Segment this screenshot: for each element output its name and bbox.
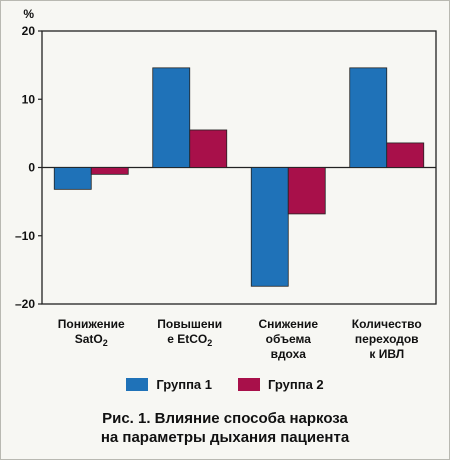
bar-series1-cat2 <box>152 67 191 168</box>
legend-label-group1: Группа 1 <box>156 376 212 392</box>
bar-series2-cat3 <box>287 167 326 215</box>
bar-chart: 20 10 0 –10 –20% Понижение SatO2 Повышени е EtCO… <box>15 7 437 361</box>
y-tick-label: 0 <box>28 161 35 175</box>
caption-line-2: на параметры дыхания пациента <box>100 429 350 446</box>
bar-series1-cat1 <box>53 167 92 190</box>
bar-series1-cat3 <box>250 167 289 287</box>
y-tick-label: –20 <box>15 297 35 311</box>
category-label-1: Понижение SatO2 <box>58 317 125 348</box>
legend: Группа 1 Группа 2 <box>0 374 450 394</box>
bar-series2-cat2 <box>189 129 228 168</box>
category-label-2: Повышени е EtCO2 <box>157 317 222 348</box>
legend-swatch-group2 <box>238 377 260 391</box>
bar-series2-cat4 <box>386 142 425 168</box>
y-tick-label: 20 <box>22 24 36 38</box>
y-unit-label: % <box>23 7 34 21</box>
figure-caption: Рис. 1. Влияние способа наркоза на парам… <box>0 409 450 447</box>
y-tick-label: –10 <box>15 229 35 243</box>
legend-swatch-group1 <box>126 377 149 391</box>
legend-item-group2: Группа 2 <box>238 374 324 394</box>
legend-item-group1: Группа 1 <box>126 374 212 394</box>
category-label-4: Количество переходов к ИВЛ <box>352 317 422 361</box>
y-tick-label: 10 <box>22 92 36 106</box>
bar-series2-cat1 <box>90 167 129 175</box>
caption-line-1: Рис. 1. Влияние способа наркоза <box>102 410 348 427</box>
bar-series1-cat4 <box>349 67 388 168</box>
category-label-3: Снижение объема вдоха <box>258 317 318 361</box>
legend-label-group2: Группа 2 <box>268 376 324 392</box>
